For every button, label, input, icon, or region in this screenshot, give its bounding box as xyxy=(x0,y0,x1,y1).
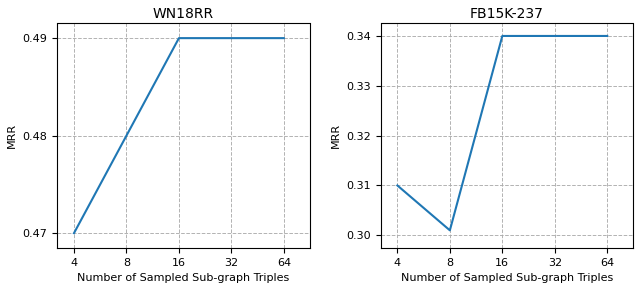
Title: WN18RR: WN18RR xyxy=(153,7,214,21)
X-axis label: Number of Sampled Sub-graph Triples: Number of Sampled Sub-graph Triples xyxy=(77,273,289,283)
Y-axis label: MRR: MRR xyxy=(7,123,17,148)
Y-axis label: MRR: MRR xyxy=(330,123,340,148)
X-axis label: Number of Sampled Sub-graph Triples: Number of Sampled Sub-graph Triples xyxy=(401,273,613,283)
Title: FB15K-237: FB15K-237 xyxy=(470,7,544,21)
